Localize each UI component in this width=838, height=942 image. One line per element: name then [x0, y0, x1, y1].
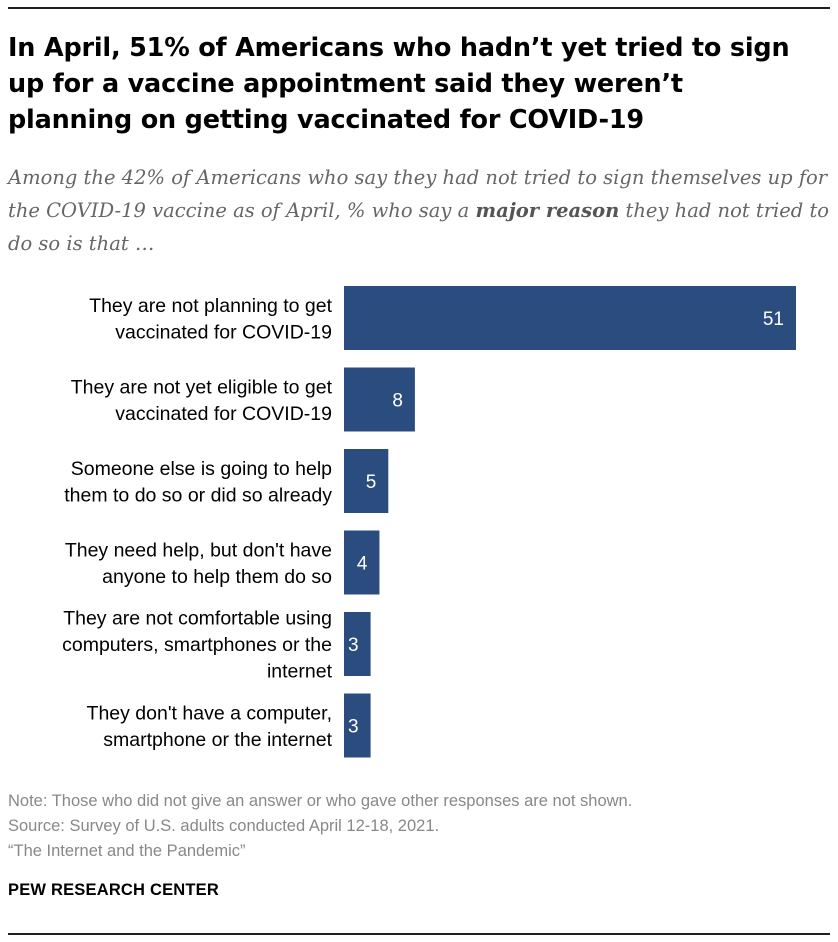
- bar-value-label: 3: [348, 635, 359, 656]
- category-label-line: smartphone or the internet: [103, 729, 332, 751]
- category-label-line: vaccinated for COVID-19: [115, 403, 332, 425]
- bar-value-label: 4: [357, 554, 368, 575]
- category-label: They are not yet eligible to get vaccinat…: [71, 376, 333, 425]
- category-label-line: them to do so or did so already: [64, 484, 332, 506]
- category-label-line: They are not yet eligible to get: [71, 376, 333, 398]
- subtitle-text-end: they had not tried to do so is that …: [8, 199, 830, 255]
- bar-value-label: 8: [392, 391, 403, 412]
- bar-4: [344, 530, 380, 595]
- brand-name: PEW RESEARCH CENTER: [8, 881, 219, 899]
- category-label: They are not comfortable using computers,…: [62, 608, 332, 683]
- bar-6: [344, 693, 371, 758]
- chart-footer: Note: Those who did not give an answer o…: [8, 789, 828, 864]
- category-label: They are not planning to get vaccinated f…: [89, 295, 332, 344]
- category-label-line: vaccinated for COVID-19: [115, 321, 332, 343]
- top-rule: [8, 7, 830, 9]
- bar-5: [344, 612, 371, 676]
- category-label: They need help, but don't have anyone to …: [65, 539, 332, 588]
- category-label-line: computers, smartphones or the: [62, 634, 332, 656]
- subtitle-text-start: Among the 42% of Americans who say they …: [8, 166, 828, 222]
- footer-note: Note: Those who did not give an answer o…: [8, 792, 633, 810]
- category-label-line: anyone to help them do so: [102, 566, 332, 588]
- category-label: Someone else is going to help them to do …: [64, 458, 332, 507]
- bar-chart: 51 They are not planning to get vaccinated…: [62, 286, 796, 758]
- category-label-line: They are not comfortable using: [63, 608, 332, 630]
- subtitle-emphasis: major reason: [475, 199, 620, 222]
- category-label-line: They are not planning to get: [89, 295, 332, 317]
- bar-value-label: 51: [763, 309, 784, 330]
- chart-subtitle: Among the 42% of Americans who say they …: [8, 161, 830, 260]
- footer-source: Source: Survey of U.S. adults conducted …: [8, 817, 440, 835]
- bar-value-label: 3: [348, 717, 359, 738]
- bar-value-label: 5: [366, 472, 377, 493]
- chart-title: In April, 51% of Americans who hadn’t ye…: [8, 33, 790, 135]
- bar-3: [344, 449, 389, 513]
- category-label-line: They need help, but don't have: [65, 539, 332, 561]
- category-label: They don't have a computer, smartphone or…: [87, 702, 333, 751]
- bar-2: [344, 367, 415, 432]
- footer-report: “The Internet and the Pandemic”: [8, 842, 246, 860]
- category-label-line: internet: [267, 661, 333, 683]
- category-label-line: Someone else is going to help: [71, 458, 332, 480]
- category-label-line: They don't have a computer,: [87, 702, 332, 724]
- bottom-rule: [8, 933, 830, 935]
- bar-1: [344, 286, 796, 350]
